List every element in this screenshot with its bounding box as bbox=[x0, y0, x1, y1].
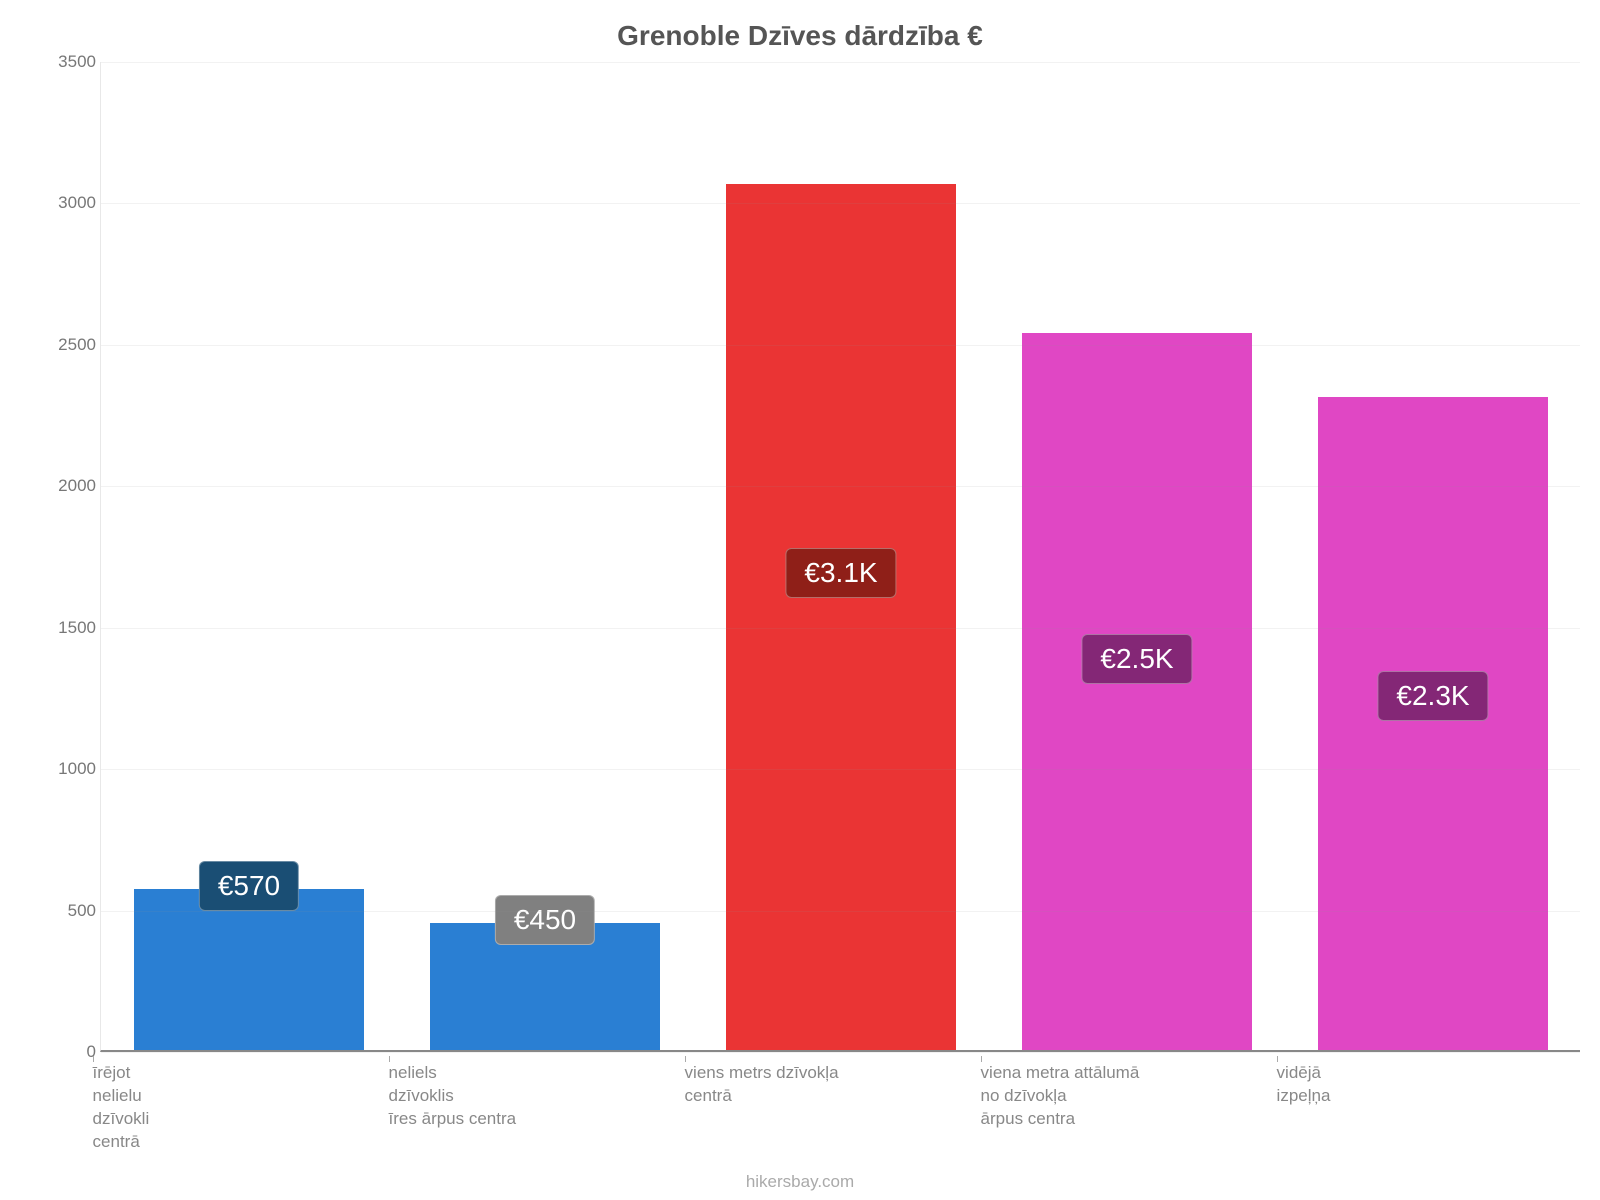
bars-layer: €570 €450 €3.1K €2.5K €2.3K bbox=[101, 62, 1580, 1050]
x-axis-label-line: neliels bbox=[389, 1062, 650, 1085]
x-axis-tick bbox=[389, 1056, 390, 1062]
x-axis-label-line: īres ārpus centra bbox=[389, 1108, 650, 1131]
bar: €450 bbox=[430, 923, 661, 1050]
x-axis-label-line: dzīvoklis bbox=[389, 1085, 650, 1108]
x-axis-tick bbox=[981, 1056, 982, 1062]
y-axis-label: 1500 bbox=[46, 618, 96, 638]
y-axis-label: 3000 bbox=[46, 193, 96, 213]
y-axis-label: 0 bbox=[46, 1042, 96, 1062]
bar: €3.1K bbox=[726, 184, 957, 1050]
x-axis-label-line: īrējot bbox=[93, 1062, 354, 1085]
x-axis-label-line: no dzīvokļa bbox=[981, 1085, 1242, 1108]
x-axis-category-label: nelielsdzīvoklisīres ārpus centra bbox=[389, 1062, 650, 1131]
x-axis-tick bbox=[93, 1056, 94, 1062]
x-axis-label-line: viena metra attālumā bbox=[981, 1062, 1242, 1085]
bar: €2.3K bbox=[1318, 397, 1549, 1050]
x-axis-category-label: īrējotnelieludzīvoklicentrā bbox=[93, 1062, 354, 1154]
y-axis-label: 2000 bbox=[46, 476, 96, 496]
gridline bbox=[101, 769, 1580, 770]
x-axis-tick bbox=[685, 1056, 686, 1062]
y-axis-label: 2500 bbox=[46, 335, 96, 355]
value-badge: €2.5K bbox=[1081, 634, 1192, 684]
x-axis-label-line: nelielu bbox=[93, 1085, 354, 1108]
bar: €570 bbox=[134, 889, 365, 1050]
gridline bbox=[101, 911, 1580, 912]
chart-container: Grenoble Dzīves dārdzība € €570 €450 €3.1K… bbox=[0, 0, 1600, 1200]
value-badge: €570 bbox=[199, 861, 299, 911]
gridline bbox=[101, 345, 1580, 346]
value-badge: €2.3K bbox=[1377, 671, 1488, 721]
x-axis-label-line: vidējā bbox=[1277, 1062, 1538, 1085]
y-axis-label: 1000 bbox=[46, 759, 96, 779]
x-axis-label-line: dzīvokli bbox=[93, 1108, 354, 1131]
gridline bbox=[101, 486, 1580, 487]
x-axis-category-label: viena metra attālumāno dzīvokļaārpus cen… bbox=[981, 1062, 1242, 1131]
chart-title: Grenoble Dzīves dārdzība € bbox=[40, 20, 1560, 52]
gridline bbox=[101, 1052, 1580, 1053]
y-axis-label: 500 bbox=[46, 901, 96, 921]
bar: €2.5K bbox=[1022, 333, 1253, 1050]
value-badge: €3.1K bbox=[785, 548, 896, 598]
y-axis-label: 3500 bbox=[46, 52, 96, 72]
x-axis-labels: īrējotnelieludzīvoklicentrānelielsdzīvok… bbox=[60, 1062, 1540, 1162]
gridline bbox=[101, 203, 1580, 204]
x-axis-tick bbox=[1277, 1056, 1278, 1062]
value-badge: €450 bbox=[495, 895, 595, 945]
x-axis-category-label: vidējāizpeļņa bbox=[1277, 1062, 1538, 1108]
x-axis-label-line: centrā bbox=[685, 1085, 946, 1108]
x-axis-category-label: viens metrs dzīvokļacentrā bbox=[685, 1062, 946, 1108]
gridline bbox=[101, 628, 1580, 629]
plot-area: €570€450€3.1K€2.5K€2.3K 0500100015002000… bbox=[100, 62, 1580, 1052]
x-axis-label-line: izpeļņa bbox=[1277, 1085, 1538, 1108]
attribution-text: hikersbay.com bbox=[0, 1172, 1600, 1192]
x-axis-label-line: ārpus centra bbox=[981, 1108, 1242, 1131]
x-axis-label-line: centrā bbox=[93, 1131, 354, 1154]
gridline bbox=[101, 62, 1580, 63]
x-axis-label-line: viens metrs dzīvokļa bbox=[685, 1062, 946, 1085]
